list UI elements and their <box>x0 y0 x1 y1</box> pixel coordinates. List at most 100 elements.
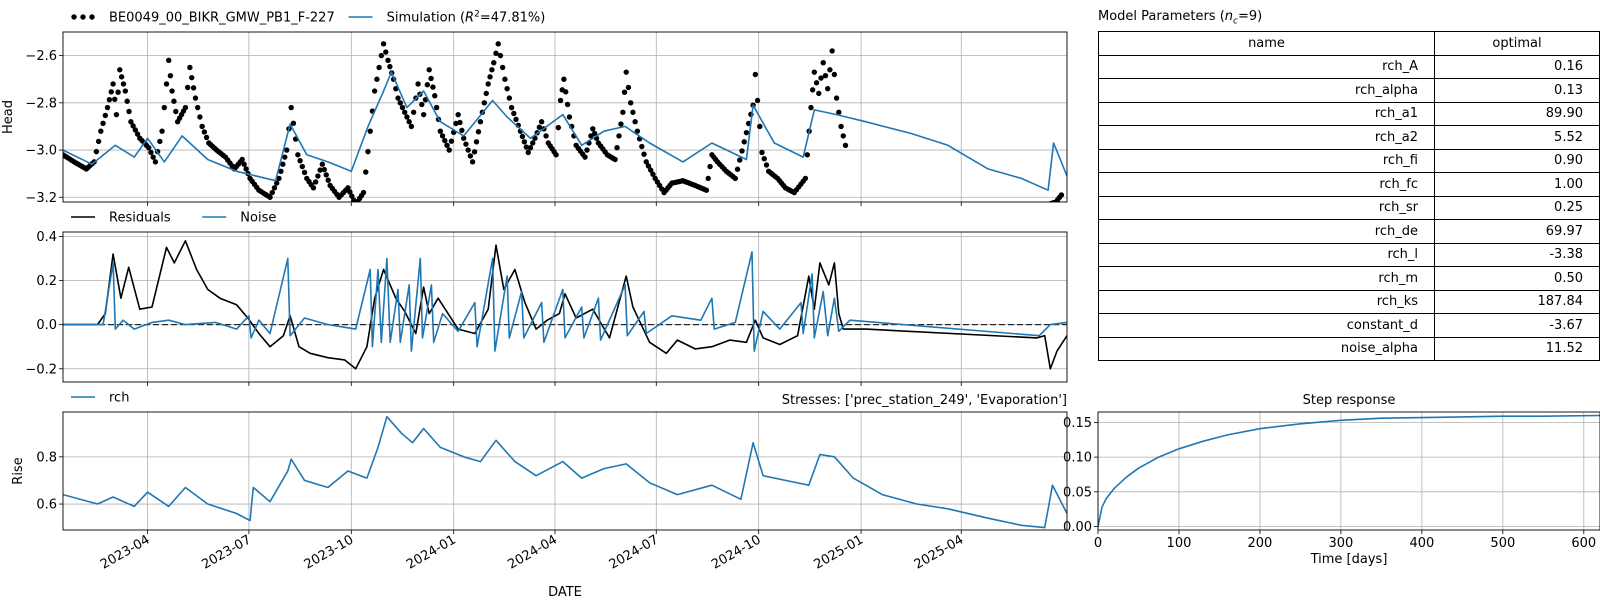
param-name: rch_alpha <box>1098 78 1435 103</box>
panel-simulation: −3.2 −3.0 −2.8 −2.6 Head BE0049_00_BIKR_GMW_P… <box>1 10 1068 206</box>
panel-contribution: 2023-04 2023-07 2023-10 2024-01 2024-04 2024-… <box>11 391 1068 600</box>
observation-point <box>365 148 371 155</box>
x-tick-label: 0 <box>1094 536 1102 551</box>
observation-point <box>95 138 102 145</box>
observation-point <box>173 108 179 115</box>
x-tick-label: 300 <box>1328 536 1353 551</box>
y-tick-label: −0.2 <box>25 362 57 377</box>
observation-point <box>759 149 765 156</box>
y-tick-label: 0.6 <box>36 498 57 513</box>
observation-point <box>157 138 163 145</box>
observation-point <box>761 156 767 162</box>
observation-point <box>483 90 489 97</box>
x-tick-label: 2025-04 <box>912 532 967 572</box>
observation-point <box>827 67 833 73</box>
table-row: constant_d -3.67 <box>1098 313 1600 338</box>
observation-point <box>132 127 139 133</box>
observation-point <box>282 154 288 160</box>
observation-point <box>243 166 249 172</box>
observation-point <box>169 88 175 94</box>
y-tick-label: 0.0 <box>36 318 57 333</box>
observation-point <box>437 128 444 134</box>
observation-point <box>118 74 125 80</box>
observation-point <box>203 134 210 141</box>
observation-point <box>317 167 323 173</box>
observation-point <box>402 109 408 115</box>
x-tick-label: 100 <box>1167 536 1192 551</box>
observation-point <box>705 175 711 182</box>
observation-point <box>489 67 495 73</box>
observation-point <box>426 67 432 73</box>
table-row: rch_l -3.38 <box>1098 242 1600 267</box>
x-tick-label: 500 <box>1490 536 1515 551</box>
observation-point <box>419 101 425 108</box>
observation-point <box>566 114 573 120</box>
observation-point <box>104 104 111 111</box>
observation-point <box>349 193 355 199</box>
observation-point <box>502 76 508 82</box>
param-name: rch_sr <box>1098 195 1435 220</box>
observation-point <box>448 138 455 144</box>
observation-point <box>1046 201 1050 202</box>
param-name: rch_ks <box>1098 289 1435 314</box>
observation-point <box>415 81 421 87</box>
x-tick-label: 2023-10 <box>302 532 357 572</box>
legend-label-part: R <box>465 11 474 26</box>
y-tick-label: −3.0 <box>25 144 57 159</box>
observation-point <box>315 173 321 179</box>
observation-point <box>555 124 562 131</box>
observation-point <box>108 89 114 95</box>
param-value: 89.90 <box>1434 101 1600 126</box>
observation-point <box>816 90 822 97</box>
x-tick-label: 2023-07 <box>199 532 254 572</box>
param-value: 0.16 <box>1434 54 1600 79</box>
observation-point <box>840 133 846 139</box>
observation-point <box>310 185 317 191</box>
observation-point <box>274 180 280 186</box>
series-group <box>63 240 1067 370</box>
observation-point <box>475 129 482 135</box>
panel-residuals: −0.2 0.0 0.2 0.4 Residuals Noise <box>25 211 1068 386</box>
observation-point <box>159 128 165 134</box>
observation-point <box>360 189 367 196</box>
chart-title: Step response <box>1303 393 1396 408</box>
observation-point <box>278 168 284 175</box>
observation-point <box>463 141 469 147</box>
observation-point <box>630 109 636 115</box>
observation-point <box>122 88 129 94</box>
observation-point <box>385 57 391 64</box>
param-value: 69.97 <box>1434 219 1600 244</box>
series-line-residuals <box>63 240 1067 370</box>
legend-marker <box>80 14 86 20</box>
observation-point <box>323 172 329 178</box>
observation-point <box>161 104 167 111</box>
observation-point <box>536 124 543 130</box>
observation-point <box>321 166 327 173</box>
observation-point <box>201 129 208 135</box>
y-axis-label: Rise <box>11 457 26 484</box>
observation-point <box>98 128 104 134</box>
observation-point <box>625 84 632 91</box>
observation-point <box>808 104 814 111</box>
observation-point <box>813 80 820 86</box>
observation-point <box>444 142 450 149</box>
observation-point <box>134 131 141 137</box>
observation-point <box>527 144 534 151</box>
y-tick-label: −2.8 <box>25 96 57 111</box>
y-tick-label: 0.05 <box>1063 485 1092 500</box>
param-value: 5.52 <box>1434 125 1600 150</box>
observation-point <box>741 139 747 145</box>
observation-point <box>297 157 303 164</box>
observation-point <box>276 175 282 182</box>
observation-point <box>763 162 770 168</box>
param-name: noise_alpha <box>1098 336 1435 361</box>
observation-point <box>519 133 526 140</box>
observation-point <box>380 41 387 47</box>
series-line-simulation-r-47-81 <box>63 71 1067 191</box>
observation-point <box>829 48 835 54</box>
series-line-response <box>1098 414 1600 527</box>
observation-point <box>497 52 504 59</box>
x-tick-label: 2024-04 <box>505 532 560 572</box>
observation-point <box>150 154 156 160</box>
observation-point <box>395 95 401 101</box>
